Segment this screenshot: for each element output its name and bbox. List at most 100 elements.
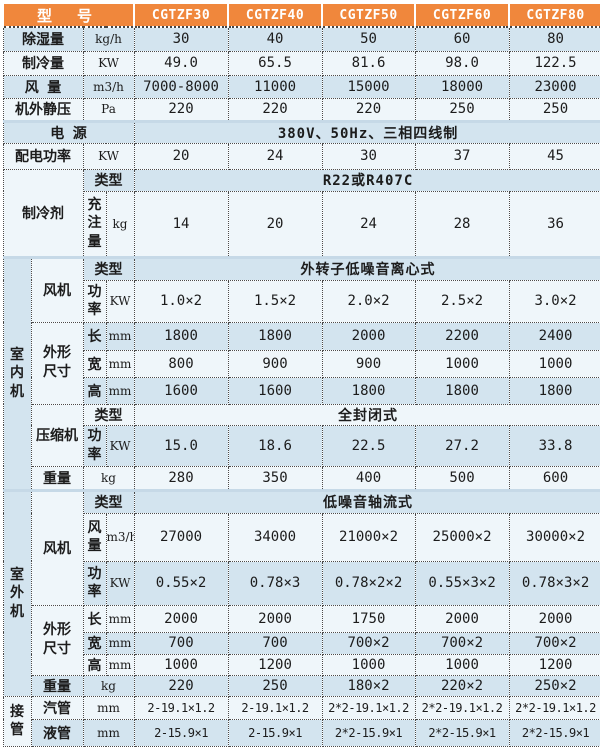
value-cell: 2*2-15.9×1 xyxy=(414,718,510,747)
indoor-unit-label: 室内机 xyxy=(2,255,32,491)
row-label: 配电功率 xyxy=(2,142,84,170)
value-cell: 1000 xyxy=(414,349,510,378)
unit-cell: mm xyxy=(82,718,135,747)
value-cell: 37 xyxy=(414,142,510,170)
unit-cell: kg xyxy=(82,465,135,491)
dim-label: 宽 xyxy=(82,349,107,378)
power-label: 功率 xyxy=(82,279,107,323)
outdoor-fan-label: 风机 xyxy=(30,488,84,606)
value-cell: 2*2-19.1×1.2 xyxy=(508,695,600,720)
cooling-row: 制冷量 KW 49.0 65.5 81.6 98.0 122.5 xyxy=(2,50,600,76)
value-cell: 2-19.1×1.2 xyxy=(227,695,323,720)
dim-label: 高 xyxy=(82,653,107,676)
value-cell: 1200 xyxy=(227,653,323,676)
weight-label: 重量 xyxy=(30,465,84,491)
model-name-cell: CGTZF60 xyxy=(414,2,511,28)
indoor-fan-type-value: 外转子低噪音离心式 xyxy=(133,255,600,281)
unit-cell: m3/h xyxy=(105,512,135,562)
value-cell: 30 xyxy=(133,26,229,52)
value-cell: 81.6 xyxy=(321,50,416,76)
value-cell: 250 xyxy=(508,97,600,122)
indoor-width-row: 宽 mm 800 900 900 1000 1000 xyxy=(3,349,600,378)
unit-cell: mm xyxy=(105,653,135,676)
value-cell: 1.5×2 xyxy=(227,279,323,323)
refrigerant-type-row: 制冷剂 类型 R22或R407C xyxy=(2,168,600,258)
model-name-cell: CGTZF80 xyxy=(508,2,600,28)
value-cell: 280 xyxy=(133,465,229,491)
value-cell: 250 xyxy=(414,97,510,122)
value-cell: 1800 xyxy=(227,321,323,351)
value-cell: 600 xyxy=(508,465,600,491)
value-cell: 1750 xyxy=(321,604,416,633)
unit-cell: m3/h xyxy=(82,74,135,99)
value-cell: 1800 xyxy=(508,376,600,405)
value-cell: 2*2-19.1×1.2 xyxy=(414,695,510,720)
value-cell: 1800 xyxy=(414,376,510,405)
dim-label: 宽 xyxy=(82,631,107,655)
value-cell: 2400 xyxy=(508,321,600,351)
power-label: 功率 xyxy=(82,560,107,606)
value-cell: 2000 xyxy=(508,604,600,633)
value-cell: 220 xyxy=(133,674,229,697)
unit-cell: Pa xyxy=(82,97,135,122)
dim-label: 高 xyxy=(82,376,107,405)
pipe-label: 液管 xyxy=(30,718,84,747)
liquid-pipe-row: 液管 mm 2-15.9×1 2-15.9×1 2*2-15.9×1 2*2-1… xyxy=(3,718,600,747)
value-cell: 80 xyxy=(508,26,600,52)
power-supply-row: 电 源 380V、50Hz、三相四线制 xyxy=(2,119,600,144)
value-cell: 50 xyxy=(321,26,416,52)
dehumid-row: 除湿量 kg/h 30 40 50 60 80 xyxy=(2,26,600,52)
value-cell: 98.0 xyxy=(414,50,510,76)
unit-cell: kg xyxy=(82,674,135,697)
type-label: 类型 xyxy=(82,488,135,514)
indoor-height-row: 高 mm 1600 1600 1800 1800 1800 xyxy=(3,376,600,405)
value-cell: 15.0 xyxy=(133,424,229,467)
model-name-cell: CGTZF40 xyxy=(227,2,324,28)
outdoor-weight-row: 重量 kg 220 250 180×2 220×2 250×2 xyxy=(3,674,600,697)
outdoor-dims-label: 外形尺寸 xyxy=(30,604,84,676)
value-cell: 2000 xyxy=(133,604,229,633)
value-cell: 700 xyxy=(227,631,323,655)
unit-cell: mm xyxy=(105,321,135,351)
type-label: 类型 xyxy=(82,168,135,192)
value-cell: 20 xyxy=(133,142,229,170)
airflow-row: 风 量 m3/h 7000-8000 11000 15000 18000 230… xyxy=(2,74,600,99)
value-cell: 2-19.1×1.2 xyxy=(133,695,229,720)
outdoor-length-row: 外形尺寸 长 mm 2000 2000 1750 2000 2000 xyxy=(3,604,600,676)
dim-label: 长 xyxy=(82,321,107,351)
value-cell: 220×2 xyxy=(414,674,510,697)
unit-cell: mm xyxy=(105,631,135,655)
value-cell: 45 xyxy=(508,142,600,170)
refrigerant-type-value: R22或R407C xyxy=(133,168,600,192)
type-label: 类型 xyxy=(82,403,135,426)
value-cell: 27.2 xyxy=(414,424,510,467)
outdoor-width-row: 宽 mm 700 700 700×2 700×2 700×2 xyxy=(3,631,600,655)
value-cell: 27000 xyxy=(133,512,229,562)
value-cell: 65.5 xyxy=(227,50,323,76)
weight-label: 重量 xyxy=(30,674,84,697)
value-cell: 34000 xyxy=(227,512,323,562)
power-input-row: 配电功率 KW 20 24 30 37 45 xyxy=(2,142,600,170)
value-cell: 1000 xyxy=(321,653,416,676)
value-cell: 1.0×2 xyxy=(133,279,229,323)
compressor-type-value: 全封闭式 xyxy=(133,403,600,426)
value-cell: 14 xyxy=(133,190,229,258)
value-cell: 49.0 xyxy=(133,50,229,76)
unit-cell: mm xyxy=(105,349,135,378)
outdoor-fan-type-value: 低噪音轴流式 xyxy=(133,488,600,514)
row-label: 风 量 xyxy=(2,74,84,99)
unit-cell: kg/h xyxy=(82,26,135,52)
value-cell: 2.0×2 xyxy=(321,279,416,323)
value-cell: 700 xyxy=(133,631,229,655)
header-row: 型 号 CGTZF30 CGTZF40 CGTZF50 CGTZF60 CGTZ… xyxy=(1,2,600,28)
value-cell: 30000×2 xyxy=(508,512,600,562)
row-label: 电 源 xyxy=(2,119,135,144)
value-cell: 900 xyxy=(227,349,323,378)
value-cell: 2*2-19.1×1.2 xyxy=(321,695,416,720)
unit-cell: kg xyxy=(105,190,135,258)
model-header-cell: 型 号 xyxy=(1,2,136,28)
value-cell: 22.5 xyxy=(321,424,416,467)
value-cell: 24 xyxy=(321,190,416,258)
row-label: 除湿量 xyxy=(2,26,84,52)
value-cell: 30 xyxy=(321,142,416,170)
